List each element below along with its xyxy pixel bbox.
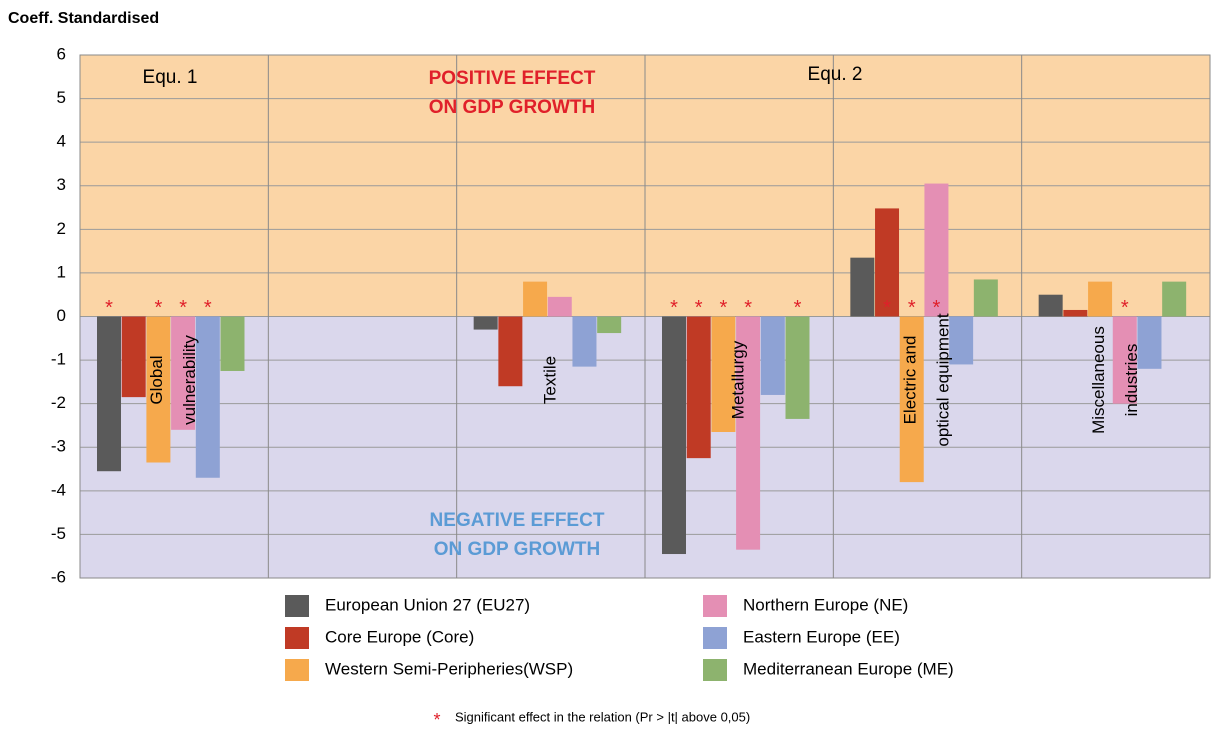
legend-label: European Union 27 (EU27) (325, 595, 530, 614)
legend-swatch (703, 595, 727, 617)
significance-note: Significant effect in the relation (Pr >… (455, 709, 750, 724)
y-tick-label: -2 (51, 393, 66, 412)
significance-marker: * (794, 297, 802, 319)
plot-border (79, 54, 1211, 579)
significance-marker: * (105, 297, 113, 319)
negative-note: ON GDP GROWTH (434, 539, 600, 560)
bar (736, 316, 761, 550)
y-tick-label: -6 (51, 567, 66, 586)
bar (220, 316, 245, 371)
category-label: Textile (540, 356, 559, 404)
bar (973, 279, 998, 317)
positive-note: POSITIVE EFFECT (429, 68, 596, 89)
bar (121, 316, 146, 398)
category-label: Metallurgy (729, 340, 748, 419)
bar (97, 316, 121, 472)
bar (195, 316, 220, 478)
legend-label: Northern Europe (NE) (743, 595, 908, 614)
bar (547, 296, 572, 317)
y-tick-label: 4 (57, 132, 66, 151)
significance-marker: * (744, 297, 752, 319)
legend-swatch (703, 659, 727, 681)
negative-note: NEGATIVE EFFECT (430, 510, 605, 531)
significance-marker: * (155, 297, 163, 319)
bar (1038, 294, 1063, 317)
significance-marker: * (908, 297, 916, 319)
legend-label: Eastern Europe (EE) (743, 627, 900, 646)
y-tick-label: 2 (57, 219, 66, 238)
bar (785, 316, 810, 419)
significance-marker: * (933, 297, 941, 319)
positive-note: ON GDP GROWTH (429, 97, 595, 118)
bar (662, 316, 686, 555)
bar (949, 316, 974, 365)
significance-marker: * (695, 297, 703, 319)
bar (1063, 309, 1088, 317)
bar (572, 316, 597, 367)
legend-label: Western Semi-Peripheries(WSP) (325, 659, 573, 678)
significance-note-marker: * (433, 710, 440, 730)
bar (473, 316, 498, 330)
y-tick-label: 1 (57, 262, 66, 281)
y-tick-label: 5 (57, 88, 66, 107)
bar (850, 257, 875, 317)
legend-swatch (703, 627, 727, 649)
significance-marker: * (179, 297, 187, 319)
bar (711, 316, 736, 432)
bar (597, 316, 622, 334)
legend-label: Core Europe (Core) (325, 627, 474, 646)
bar (875, 208, 900, 317)
significance-marker: * (883, 297, 891, 319)
bar (1137, 316, 1162, 369)
legend-label: Mediterranean Europe (ME) (743, 659, 954, 678)
bar (171, 316, 196, 430)
significance-marker: * (720, 297, 728, 319)
category-label: optical equipment (933, 313, 952, 447)
y-tick-label: 3 (57, 175, 66, 194)
bar (924, 183, 949, 317)
bar (1088, 281, 1113, 317)
y-tick-label: -1 (51, 350, 66, 369)
legend-swatch (285, 627, 309, 649)
significance-marker: * (670, 297, 678, 319)
bar (498, 316, 523, 387)
y-tick-label: 0 (57, 306, 66, 325)
bar (1162, 281, 1187, 317)
legend-swatch (285, 659, 309, 681)
bar (523, 281, 548, 317)
bar (760, 316, 785, 395)
category-label: Global (147, 355, 166, 404)
category-label: industries (1122, 344, 1141, 417)
y-tick-label: -3 (51, 437, 66, 456)
significance-marker: * (1121, 297, 1129, 319)
bar (686, 316, 711, 459)
y-tick-label: -4 (51, 480, 66, 499)
significance-marker: * (204, 297, 212, 319)
bar (146, 316, 171, 463)
category-label: Electric and (900, 336, 919, 425)
legend-swatch (285, 595, 309, 617)
annotation: Equ. 1 (143, 67, 198, 88)
category-label: vulnerability (180, 335, 199, 425)
bar (1112, 316, 1137, 404)
y-tick-label: -5 (51, 524, 66, 543)
annotation: Equ. 2 (808, 64, 863, 85)
y-tick-label: 6 (57, 44, 66, 63)
category-label: Miscellaneous (1089, 326, 1108, 434)
y-axis-label: Coeff. Standardised (8, 10, 159, 27)
bar (899, 316, 924, 483)
